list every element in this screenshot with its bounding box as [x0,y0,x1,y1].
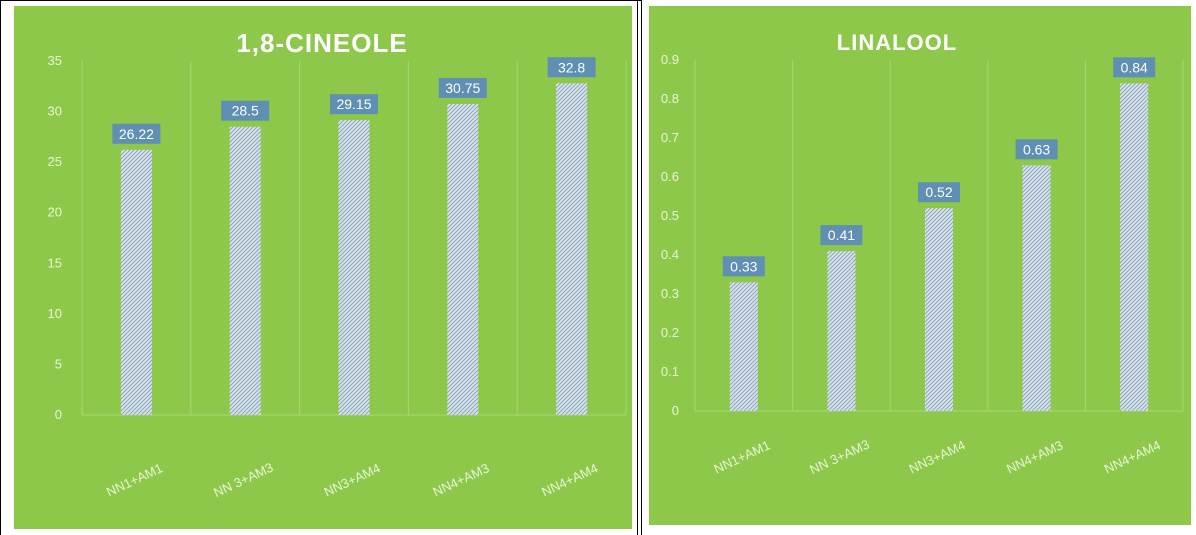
data-label-box [112,123,161,144]
y-tick-label: 15 [48,255,62,270]
data-label: 0.41 [828,227,855,243]
data-label-box [918,182,960,203]
bar [729,282,758,411]
bar [556,83,588,415]
y-tick-label: 0.4 [661,247,679,262]
data-label: 0.33 [730,258,757,274]
data-label-box [221,100,270,121]
y-tick-label: 0.5 [661,208,679,223]
bar [229,126,261,415]
y-tick-label: 0.1 [661,364,679,379]
bar [447,103,479,415]
category-label: NN3+AM4 [322,460,383,499]
data-label-box [1015,139,1058,160]
data-label: 29.15 [336,96,371,112]
category-label: NN4+AM3 [430,460,491,499]
data-label-box [330,94,378,115]
data-label-box [722,256,765,277]
y-tick-label: 0.8 [661,91,679,106]
cell-border [0,0,642,1]
y-tick-label: 0.2 [661,325,679,340]
y-tick-label: 35 [48,53,62,68]
data-label: 32.8 [558,59,585,75]
bar [338,120,370,415]
chart-title: LINALOOL [837,30,957,55]
bar [827,251,856,411]
data-label: 0.84 [1121,59,1148,75]
data-label-box [547,57,596,78]
data-label: 28.5 [232,103,259,119]
cell-border [0,0,1,535]
y-tick-label: 30 [48,104,62,119]
y-tick-label: 0 [55,407,62,422]
data-label: 26.22 [119,126,154,142]
y-tick-label: 10 [48,306,62,321]
category-label: NN4+AM4 [1102,437,1163,476]
category-label: NN3+AM4 [907,437,968,476]
category-label: NN 3+AM3 [211,460,275,501]
cell-border [637,0,638,535]
bar [1120,83,1149,412]
category-label: NN 3+AM3 [807,437,871,478]
y-tick-label: 0 [672,403,679,418]
cell-border [641,0,642,535]
data-label: 30.75 [445,80,480,96]
category-label: NN1+AM1 [104,460,165,499]
data-label: 0.63 [1023,141,1050,157]
category-label: NN1+AM1 [711,437,772,476]
y-tick-label: 25 [48,154,62,169]
data-label: 0.52 [925,184,952,200]
y-tick-label: 20 [48,205,62,220]
y-tick-label: 5 [55,356,62,371]
cineole-chart-svg: 0 5 10 15 20 25 30 35 26.22 NN1+AM1 28.5 NN 3+AM3 29… [48,28,627,501]
data-label-box [1113,57,1156,78]
y-tick-label: 0.3 [661,286,679,301]
bar [925,208,953,411]
y-tick-label: 0.6 [661,169,679,184]
cineole-chart: 0 5 10 15 20 25 30 35 26.22 NN1+AM1 28.5 NN 3+AM3 29… [14,6,632,529]
linalool-chart-svg: 0 0.1 0.2 0.3 0.4 0.5 0.6 0.7 0.8 0.9 0.33 NN1+AM1 0… [661,30,1184,478]
bar [1022,165,1051,411]
category-label: NN4+AM4 [539,460,600,499]
data-label-box [820,225,863,246]
chart-title: 1,8-CINEOLE [236,28,407,58]
y-tick-label: 0.9 [661,52,679,67]
linalool-chart: 0 0.1 0.2 0.3 0.4 0.5 0.6 0.7 0.8 0.9 0.33 NN1+AM1 0… [649,6,1191,525]
bar [120,149,152,416]
y-tick-label: 0.7 [661,130,679,145]
category-label: NN4+AM3 [1004,437,1065,476]
data-label-box [438,77,487,98]
